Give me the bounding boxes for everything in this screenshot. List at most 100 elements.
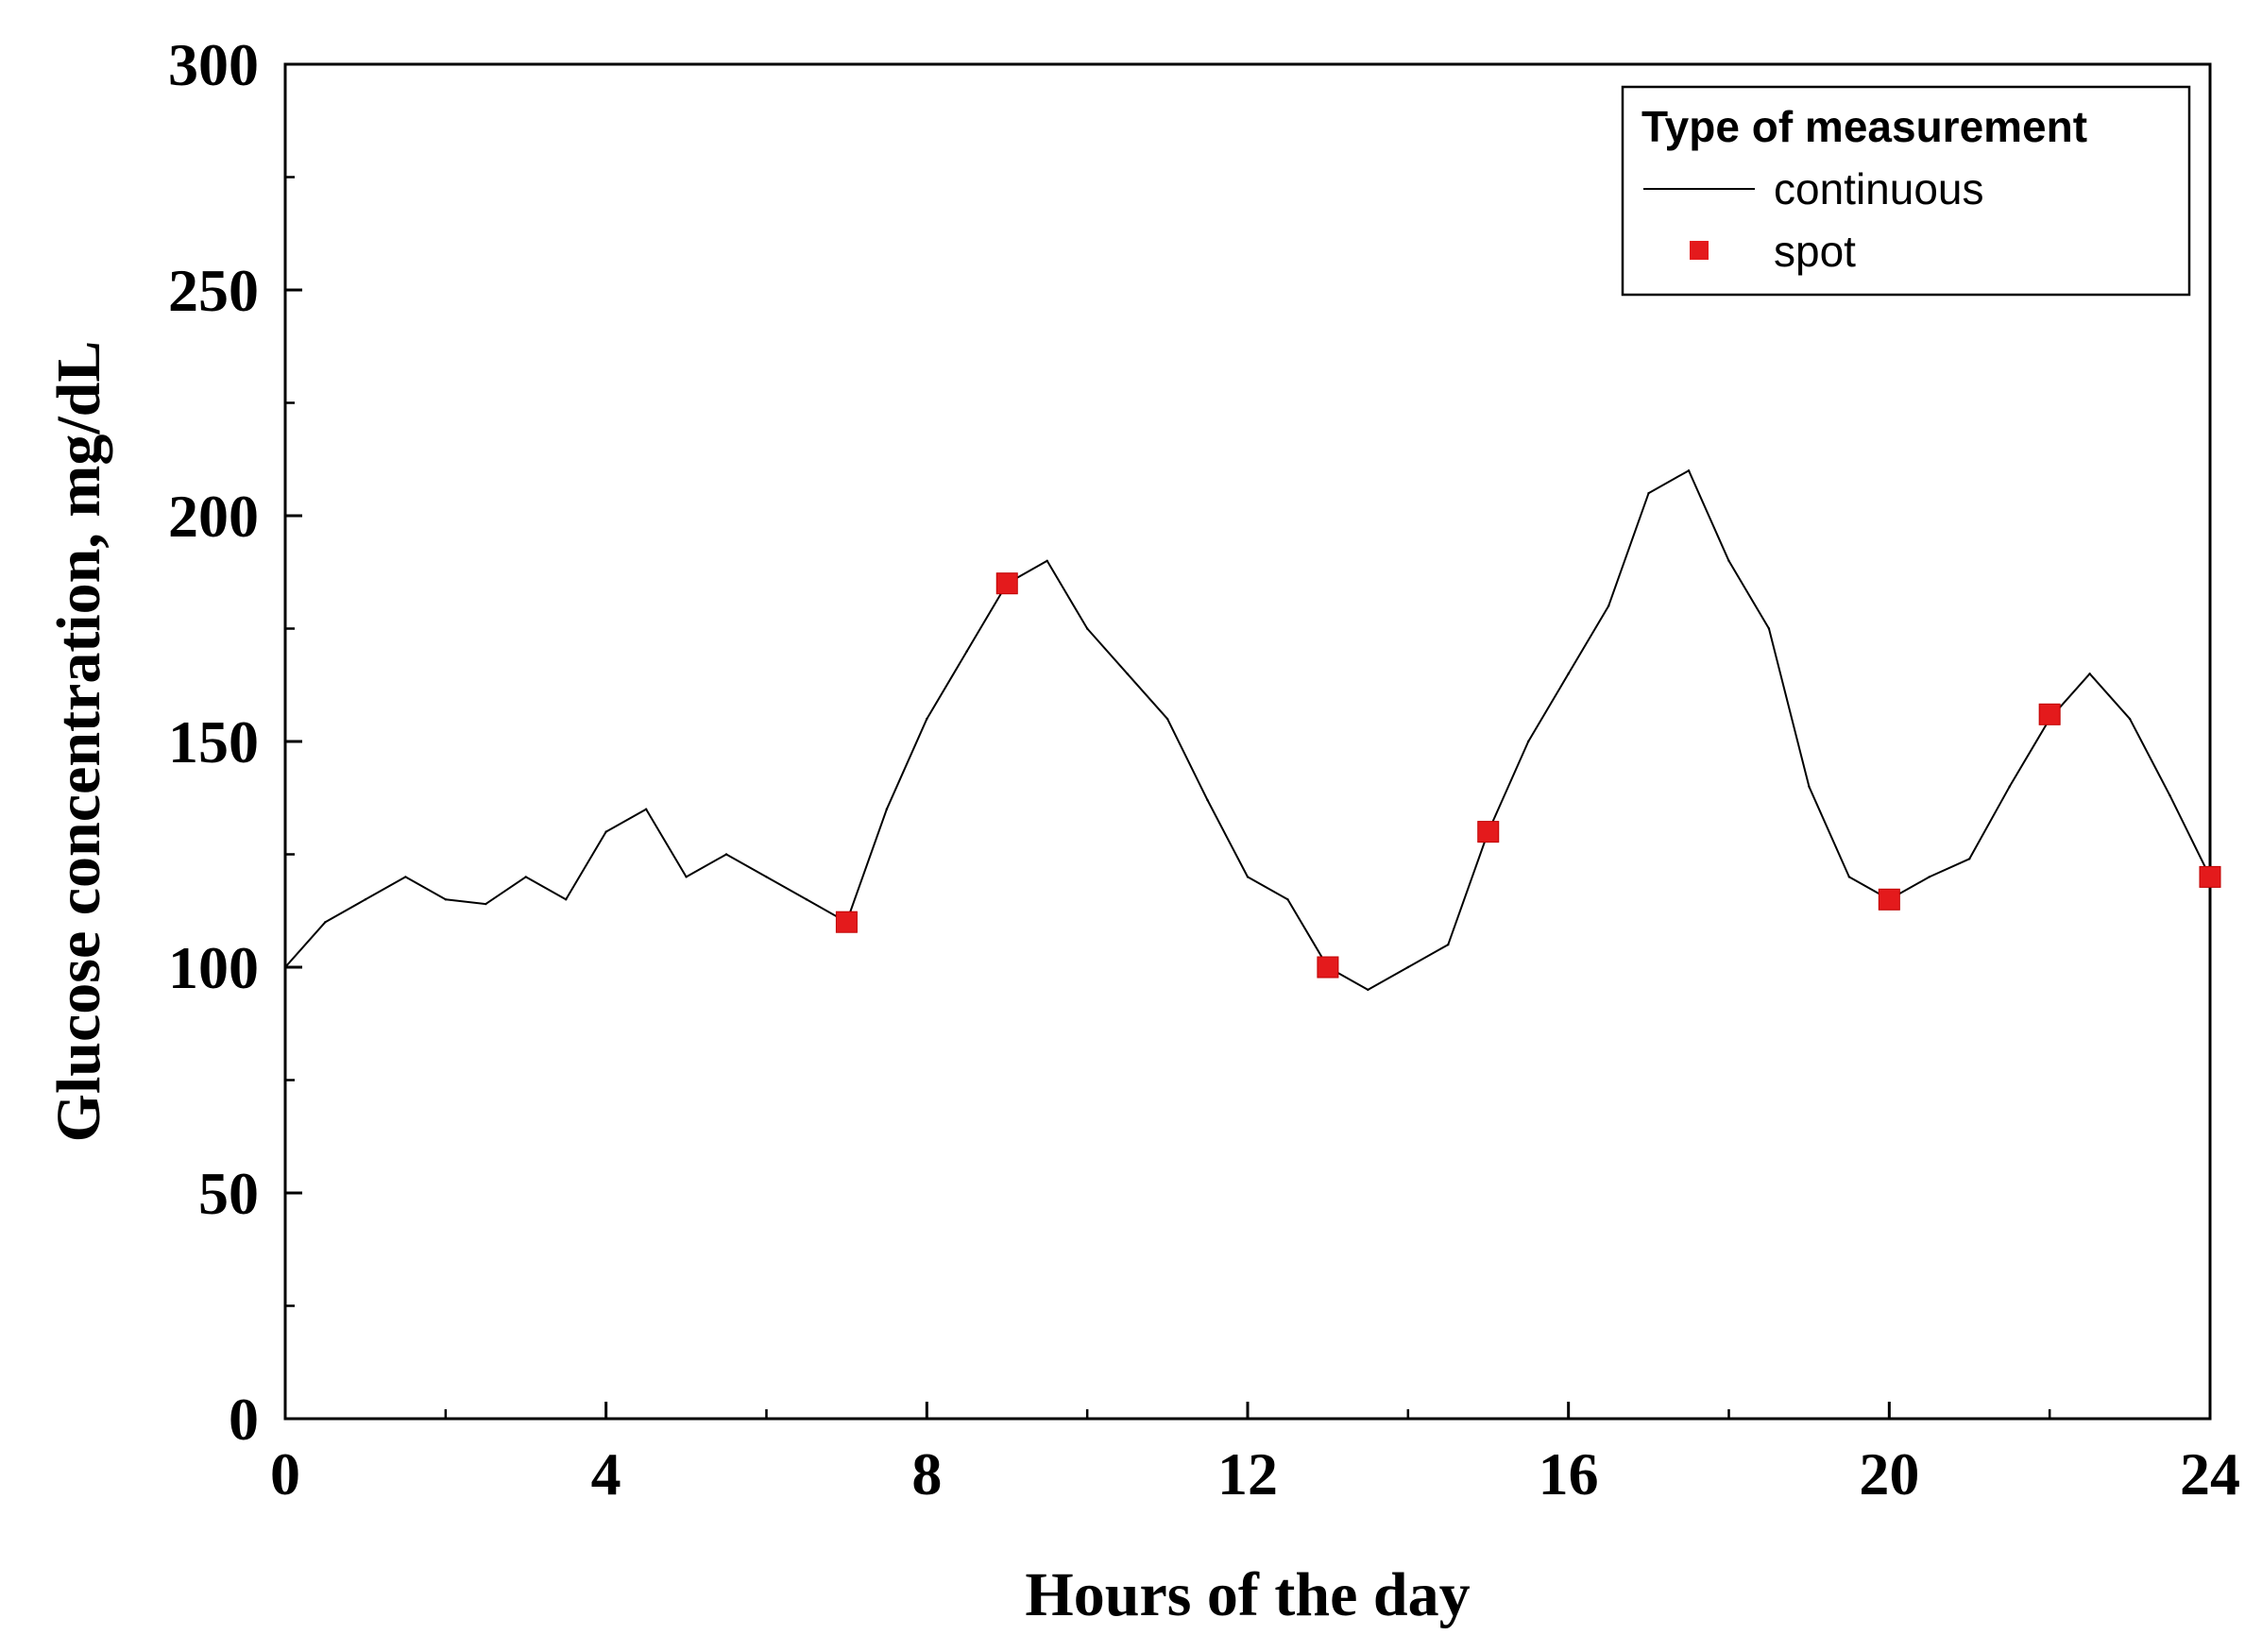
continuous-segment-37: [1767, 627, 1811, 788]
continuous-point-8: [604, 830, 607, 833]
continuous-segment-3: [404, 876, 447, 901]
continuous-segment-33: [1607, 492, 1650, 607]
continuous-point-28: [1406, 965, 1410, 969]
continuous-segment-6: [524, 876, 568, 901]
continuous-point-34: [1647, 491, 1650, 495]
legend-box: [1621, 85, 2191, 297]
continuous-segment-12: [765, 876, 808, 901]
x-tick-label-4: 4: [591, 1440, 621, 1507]
continuous-segment-17: [965, 582, 1009, 653]
continuous-segment-38: [1808, 785, 1850, 878]
spot-marker-5: [2038, 703, 2061, 725]
continuous-segment-16: [926, 650, 968, 721]
continuous-segment-4: [444, 898, 487, 906]
continuous-segment-1: [324, 898, 366, 924]
continuous-point-10: [685, 876, 688, 878]
legend: Type of measurement continuous spot: [1621, 85, 2191, 297]
continuous-segment-9: [645, 808, 688, 878]
continuous-segment-19: [1046, 559, 1089, 630]
continuous-segment-14: [845, 808, 888, 924]
continuous-segment-31: [1527, 673, 1570, 742]
y-tick-label-100: 100: [168, 934, 259, 1001]
spot-marker-4: [1878, 888, 1900, 911]
continuous-segment-34: [1647, 469, 1691, 495]
y-tick-label-0: 0: [229, 1386, 259, 1453]
spot-marker-1: [995, 572, 1018, 595]
spot-marker-3: [1477, 821, 1500, 843]
continuous-segment-29: [1447, 830, 1489, 946]
y-tick-label-150: 150: [168, 708, 259, 775]
x-axis-title: Hours of the day: [1025, 1560, 1470, 1629]
continuous-point-21: [1126, 673, 1129, 675]
continuous-point-24: [1246, 876, 1250, 878]
continuous-point-31: [1527, 740, 1530, 743]
continuous-point-36: [1727, 559, 1730, 562]
y-tick-label-50: 50: [198, 1160, 259, 1227]
continuous-point-47: [2168, 794, 2171, 797]
legend-label-spot: spot: [1774, 227, 1856, 276]
continuous-segment-7: [565, 830, 607, 901]
continuous-point-11: [724, 853, 728, 856]
series-continuous: [283, 469, 2212, 992]
spot-marker-0: [835, 911, 858, 933]
continuous-point-3: [404, 876, 407, 878]
continuous-point-0: [283, 965, 287, 969]
continuous-point-32: [1567, 673, 1570, 675]
continuous-point-7: [565, 898, 568, 901]
continuous-point-35: [1687, 469, 1691, 472]
continuous-point-43: [2008, 785, 2011, 788]
continuous-segment-36: [1727, 559, 1770, 630]
continuous-segment-41: [1928, 858, 1971, 878]
continuous-segment-20: [1086, 627, 1129, 675]
continuous-segment-8: [604, 808, 648, 833]
continuous-segment-28: [1406, 944, 1450, 968]
continuous-point-19: [1046, 559, 1048, 562]
continuous-segment-43: [2008, 718, 2051, 788]
continuous-point-9: [644, 808, 648, 810]
continuous-point-20: [1085, 627, 1089, 630]
continuous-segment-5: [485, 876, 527, 906]
continuous-segment-10: [685, 853, 728, 878]
x-tick-label-8: 8: [911, 1440, 942, 1507]
x-tick-label-24: 24: [2180, 1440, 2240, 1507]
continuous-point-5: [485, 902, 487, 906]
continuous-segment-27: [1367, 966, 1409, 991]
continuous-point-17: [965, 650, 968, 653]
continuous-point-37: [1767, 627, 1771, 630]
continuous-point-46: [2128, 717, 2132, 721]
x-tick-label-12: 12: [1217, 1440, 1278, 1507]
spot-marker-6: [2199, 865, 2221, 888]
continuous-segment-11: [725, 853, 768, 878]
legend-label-continuous: continuous: [1774, 164, 1984, 213]
continuous-point-13: [805, 898, 808, 901]
y-tick-label-250: 250: [168, 257, 259, 324]
continuous-segment-30: [1487, 741, 1530, 833]
continuous-segment-25: [1286, 898, 1329, 968]
continuous-point-4: [444, 898, 448, 901]
continuous-point-42: [1968, 858, 1971, 860]
continuous-point-16: [926, 717, 928, 721]
spot-marker-2: [1317, 956, 1339, 979]
series-spot: [835, 572, 2221, 979]
continuous-point-27: [1367, 988, 1369, 992]
data-series: [283, 469, 2221, 992]
continuous-segment-35: [1688, 469, 1730, 562]
y-tick-label-300: 300: [168, 31, 259, 98]
continuous-point-29: [1447, 943, 1450, 946]
axis-ticks: [283, 62, 2212, 1421]
x-tick-label-20: 20: [1859, 1440, 1919, 1507]
continuous-point-39: [1847, 876, 1851, 878]
continuous-point-25: [1286, 898, 1289, 901]
continuous-segment-47: [2168, 794, 2211, 878]
continuous-point-41: [1928, 876, 1930, 878]
continuous-point-6: [524, 876, 527, 878]
continuous-point-1: [324, 921, 327, 924]
y-tick-label-200: 200: [168, 483, 259, 550]
continuous-segment-45: [2088, 673, 2132, 721]
legend-title: Type of measurement: [1641, 102, 2087, 151]
continuous-point-23: [1206, 798, 1209, 802]
continuous-segment-2: [364, 876, 407, 901]
continuous-point-15: [885, 808, 889, 810]
continuous-segment-0: [284, 921, 327, 968]
